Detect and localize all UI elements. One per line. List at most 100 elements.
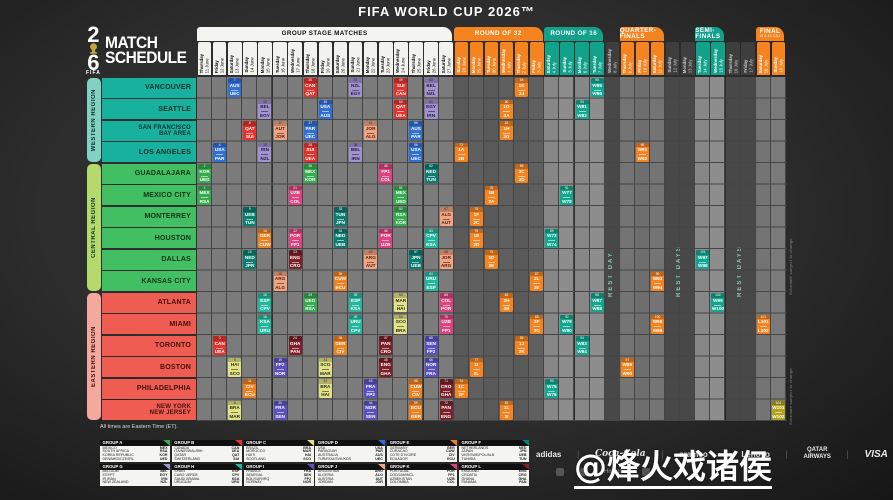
match-cell-37: 37NZLEGY15:00 — [349, 78, 363, 98]
sponsor-small-logo — [556, 468, 564, 476]
match-cell-34: 34NEDUEB18:00 — [333, 228, 347, 248]
date-tab-15-July: Wednesday 15 July — [711, 42, 725, 75]
date-tab-13-July: Monday 13 July — [681, 42, 695, 75]
date-tab-24-June: Wednesday 24 June — [394, 42, 408, 75]
match-cell-79: 791D2E21:00 — [484, 250, 498, 270]
match-cell-29: 29UEDRSA15:00 — [303, 293, 317, 313]
legend-card-group-j: GROUP J ARGENTINA ARG ALGERIA ALG AUSTRIA AUT J… — [315, 463, 386, 486]
match-cell-75: 751F2C21:00 — [469, 207, 483, 227]
date-tab-11-July: Saturday 11 July — [650, 42, 665, 75]
date-tab-10-July: Friday 10 July — [635, 42, 650, 75]
legend-card-group-b: GROUP B CANADA CAN ITA/NIR/WAL/BIH UEA QATAR Q… — [171, 440, 242, 462]
match-cell-89: 89W73W7415:00 — [545, 228, 559, 248]
match-cell-11: 11CIVECU21:00 — [243, 379, 257, 399]
grid-column-27-June — [438, 77, 454, 421]
match-cell-43: 43FRAFP221:00 — [364, 379, 378, 399]
grid-column-15-July — [710, 77, 726, 421]
match-cell-6: 6BRAMAR18:00 — [228, 400, 242, 420]
match-cell-30: 30USAAUS18:00 — [318, 99, 332, 119]
match-cell-94: 94W83W8418:00 — [575, 336, 589, 356]
city-row-toronto: TORONTO — [102, 335, 196, 356]
match-cell-49: 49SUICAN15:00 — [394, 78, 408, 98]
match-cell-96: 96W87W8812:00 — [590, 293, 604, 313]
legend-card-group-d: GROUP D USA USA PARAGUAY PAR AUSTRALIA AUS TUR/… — [315, 440, 386, 462]
date-tab-12-June: Friday 12 June — [212, 42, 227, 75]
legend-card-group-c: GROUP C BRAZIL BRA MOROCCO MAR HAITI HAI SCOTLA… — [243, 440, 314, 462]
match-cell-66: 66NORFRA18:00 — [424, 357, 438, 377]
grid-column-30-June — [483, 77, 499, 421]
logo-26-mark: 2 6 FIFA — [86, 21, 101, 77]
match-cell-47: 47PANCRO21:00 — [379, 336, 393, 356]
city-row-houston: HOUSTON — [102, 228, 196, 249]
date-tab-19-June: Friday 19 June — [318, 42, 333, 75]
grid-column-18-July — [755, 77, 771, 421]
match-cell-48: 48ENGGHA12:00 — [379, 357, 393, 377]
grid-column-15-June — [257, 77, 273, 421]
match-cell-101: 101W97W9815:00 — [696, 250, 710, 270]
date-tab-25-June: Thursday 25 June — [409, 42, 423, 75]
date-tab-30-June: Tuesday 30 June — [484, 42, 499, 75]
legend-card-group-a: GROUP A MEXICO MEX SOUTH AFRICA RSA KOREA REP… — [100, 440, 170, 462]
date-tab-28-June: Sunday 28 June — [454, 42, 468, 75]
sponsor-separator: | — [723, 449, 726, 459]
logo-digit-2: 2 — [87, 21, 100, 47]
phase-tab-group: GROUP STAGE MATCHES — [197, 27, 453, 41]
match-cell-65: 65SENFP215:00 — [424, 336, 438, 356]
grid-column-14-July — [695, 77, 711, 421]
logo-digit-6: 6 — [87, 50, 100, 76]
match-cell-59: 59ECUGER21:00 — [409, 400, 423, 420]
rest-label: REST DAY — [608, 251, 615, 297]
match-cell-98: 98W91W9218:00 — [635, 142, 649, 162]
grid-column-20-June — [332, 77, 348, 421]
grid-column-19-July — [770, 77, 786, 421]
sponsor-separator: | — [577, 449, 580, 459]
match-cell-76: 761E2D12:00 — [469, 228, 483, 248]
city-row-kansas-city: KANSAS CITY — [102, 271, 196, 292]
date-tab-9-July: Thursday 9 July — [620, 42, 635, 75]
rest-label: REST DAYS — [676, 245, 683, 297]
date-tab-16-July: Thursday 16 July — [726, 42, 740, 75]
trophy-icon — [89, 43, 97, 54]
match-cell-5: 5HAISCO15:00 — [228, 357, 242, 377]
match-cell-10: 10NEDJPN18:00 — [243, 250, 257, 270]
city-row-atlanta: ATLANTA — [102, 292, 196, 313]
match-cell-54: 54SCOBRA18:00 — [394, 314, 408, 334]
sponsor-qatar-airways: QATAR AIRWAYS — [803, 447, 831, 460]
date-tab-29-June: Monday 29 June — [469, 42, 484, 75]
date-tab-18-July: Saturday 18 July — [756, 42, 770, 75]
grid-column-6-July — [574, 77, 590, 421]
grid-column-11-June — [197, 77, 213, 421]
fifa-wordmark: FIFA — [86, 70, 101, 77]
legend-card-group-e: GROUP E GERMANY GER CURACAO CUW COTE D'IVOIRE… — [387, 440, 458, 462]
sponsor-separator: | — [785, 449, 788, 459]
match-cell-15: 15ESPCPV21:00 — [258, 293, 272, 313]
match-cell-80: 801G3A12:00 — [500, 99, 514, 119]
grid-column-10-July — [634, 77, 650, 421]
city-row-boston: BOSTON — [102, 357, 196, 378]
city-row-guadalajara: GUADALAJARA — [102, 163, 196, 184]
date-tab-3-July: Friday 3 July — [530, 42, 544, 75]
city-row-vancouver: VANCOUVER — [102, 77, 196, 98]
match-cell-55: 55AUSPAR21:00 — [409, 121, 423, 141]
match-cell-14: 14GERCUW18:00 — [258, 228, 272, 248]
date-tab-15-June: Monday 15 June — [258, 42, 272, 75]
region-band-eastern: EASTERN REGION — [87, 293, 101, 420]
city-row-mexico-city: MEXICO CITY — [102, 185, 196, 206]
date-tab-27-June: Saturday 27 June — [439, 42, 453, 75]
sponsor-aramco: aramco — [679, 449, 708, 459]
match-cell-61: 61EGYIRN15:00 — [424, 99, 438, 119]
match-cell-100: 100W95W9612:00 — [651, 314, 665, 334]
phase-tab-final: FINAL 18 & 19 JULY — [755, 27, 785, 41]
match-cell-85: 853C3D15:00 — [515, 164, 529, 184]
match-cell-91: 91W77W7821:00 — [560, 185, 574, 205]
match-cell-24: 24GHAPAN12:00 — [288, 336, 302, 356]
sponsor-separator: | — [846, 449, 849, 459]
match-cell-51: 51MEXUED21:00 — [394, 185, 408, 205]
match-cell-27: 27PARUEC21:00 — [303, 121, 317, 141]
sponsor-hisense: Hisense — [604, 469, 626, 475]
match-cell-97: 97W89W9015:00 — [620, 357, 634, 377]
match-cell-73: 731A2B15:00 — [454, 142, 468, 162]
match-cell-18: 18ARGALG18:00 — [273, 271, 287, 291]
sponsor-lenovo: Lenovo — [741, 449, 770, 459]
